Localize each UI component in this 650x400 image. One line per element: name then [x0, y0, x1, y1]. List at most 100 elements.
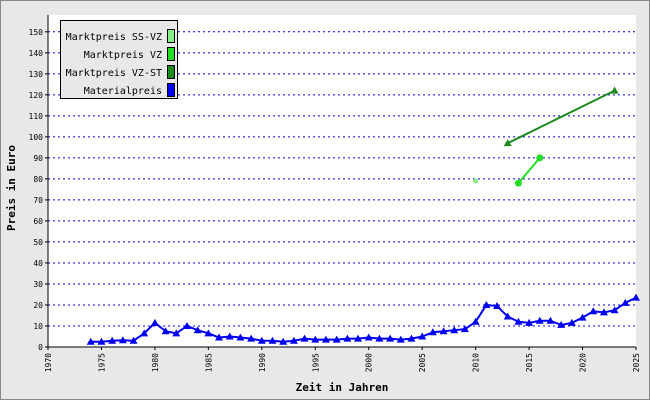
data-point [418, 332, 427, 340]
x-axis-label: Zeit in Jahren [296, 381, 389, 394]
data-point [225, 332, 234, 340]
data-point [535, 316, 544, 324]
data-point [247, 334, 256, 342]
data-point [460, 325, 469, 333]
data-point [311, 335, 320, 343]
x-tick-label: 2015 [525, 353, 534, 372]
x-tick-label: 2020 [579, 353, 588, 372]
y-tick-label: 60 [33, 217, 43, 226]
legend-swatch [167, 83, 175, 97]
legend-swatch [167, 47, 175, 61]
x-tick-label: 2005 [418, 353, 427, 372]
data-point [118, 336, 127, 344]
data-point [150, 318, 159, 326]
data-point [599, 308, 608, 316]
data-point [632, 293, 640, 301]
data-point [140, 329, 149, 337]
x-tick-label: 1970 [44, 353, 53, 372]
data-point [482, 300, 491, 308]
y-tick-label: 100 [29, 133, 44, 142]
legend-label: Materialpreis [84, 86, 162, 97]
data-point [268, 336, 277, 344]
y-tick-label: 140 [29, 49, 44, 58]
data-point [236, 333, 245, 341]
y-tick-label: 40 [33, 259, 43, 268]
data-point [108, 336, 117, 344]
data-point [450, 326, 459, 334]
data-point [86, 337, 95, 345]
data-point [343, 334, 352, 342]
data-point [193, 326, 202, 334]
legend-label: Marktpreis VZ [84, 50, 162, 61]
y-axis-label: Preis in Euro [5, 145, 18, 231]
data-point [129, 336, 138, 344]
x-tick-label: 1980 [151, 353, 160, 372]
x-tick-label: 2010 [472, 353, 481, 372]
data-point [589, 307, 598, 315]
data-point [300, 334, 309, 342]
legend-swatch [167, 65, 175, 79]
data-point [215, 333, 224, 341]
data-point [514, 317, 523, 325]
data-point [161, 327, 170, 335]
legend-swatch [167, 29, 175, 43]
y-tick-label: 130 [29, 70, 44, 79]
y-tick-label: 30 [33, 280, 43, 289]
series-line [507, 89, 616, 145]
y-tick-label: 120 [29, 91, 44, 100]
data-point [503, 139, 512, 147]
data-point [610, 306, 619, 314]
data-point [257, 336, 266, 344]
y-tick-label: 110 [29, 112, 44, 121]
series-line [517, 157, 541, 184]
x-tick-label: 1990 [258, 353, 267, 372]
data-point [396, 335, 405, 343]
x-tick-label: 1995 [311, 353, 320, 372]
data-point [407, 334, 416, 342]
data-point [279, 337, 288, 345]
y-tick-label: 20 [33, 301, 43, 310]
y-tick-label: 150 [29, 28, 44, 37]
y-tick-label: 90 [33, 154, 43, 163]
y-tick-label: 70 [33, 196, 43, 205]
data-point [332, 335, 341, 343]
data-point [514, 179, 522, 187]
data-point [204, 329, 213, 337]
data-point [493, 302, 502, 310]
x-tick-label: 2000 [365, 353, 374, 372]
x-tick-label: 1985 [204, 353, 213, 372]
data-point [471, 317, 480, 325]
data-point [354, 334, 363, 342]
data-point [503, 312, 512, 320]
x-tick-label: 2025 [632, 353, 641, 372]
data-point [439, 327, 448, 335]
y-tick-label: 0 [38, 343, 43, 352]
data-point [557, 320, 566, 328]
legend [60, 20, 178, 99]
data-point [610, 86, 619, 94]
y-tick-label: 50 [33, 238, 43, 247]
data-point [567, 318, 576, 326]
data-point [546, 316, 555, 324]
y-tick-label: 10 [33, 322, 43, 331]
data-point [182, 321, 191, 329]
data-point [428, 328, 437, 336]
data-point [578, 313, 587, 321]
y-tick-label: 80 [33, 175, 43, 184]
data-point [97, 337, 106, 345]
data-point [321, 335, 330, 343]
data-point [375, 334, 384, 342]
data-point [386, 334, 395, 342]
data-point [473, 178, 479, 184]
data-point [364, 333, 373, 341]
x-tick-label: 1975 [97, 353, 106, 372]
data-point [289, 336, 298, 344]
series-line [90, 296, 637, 343]
data-point [525, 318, 534, 326]
data-point [536, 154, 544, 162]
legend-label: Marktpreis SS-VZ [66, 32, 162, 43]
legend-label: Marktpreis VZ-ST [66, 68, 162, 79]
data-point [621, 298, 630, 306]
data-point [172, 329, 181, 337]
